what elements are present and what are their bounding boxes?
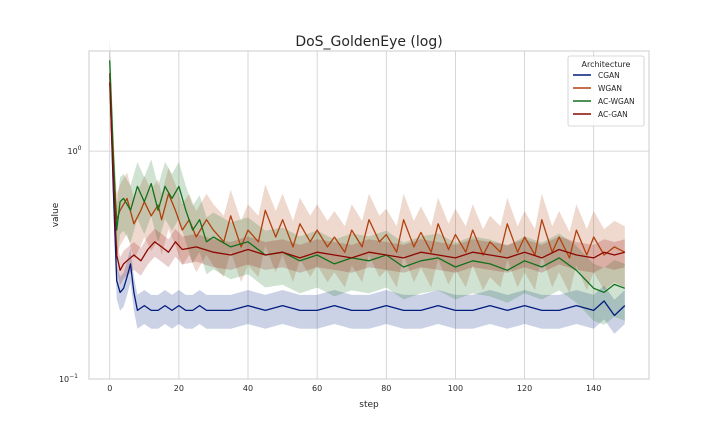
- plot-area: [89, 51, 649, 379]
- x-tick-label: 100: [448, 384, 463, 393]
- x-tick-label: 120: [517, 384, 532, 393]
- y-tick-labels: 10−1 100: [59, 145, 82, 384]
- x-tick-label: 0: [107, 384, 112, 393]
- y-axis-label: value: [51, 202, 61, 227]
- x-tick-label: 40: [243, 384, 253, 393]
- x-tick-label: 60: [312, 384, 322, 393]
- line-cgan: [109, 73, 626, 317]
- legend: Architecture CGAN WGAN AC-WGAN AC-GAN: [567, 55, 645, 127]
- x-tick-label: 20: [174, 384, 184, 393]
- legend-title: Architecture: [582, 60, 631, 69]
- y-tick-label: 100: [67, 145, 81, 156]
- plot-frame: [88, 50, 650, 380]
- x-tick-label: 140: [586, 384, 601, 393]
- legend-label: WGAN: [598, 84, 622, 93]
- legend-label: AC-GAN: [598, 110, 628, 119]
- x-tick-labels: 0 20 40 60 80 100 120 140: [107, 384, 601, 393]
- band-wgan: [109, 47, 625, 294]
- line-wgan: [109, 73, 626, 259]
- legend-box: [567, 55, 645, 127]
- y-tick-label: 10−1: [59, 373, 78, 384]
- line-ac-gan: [109, 82, 625, 271]
- chart-title: DoS_GoldenEye (log): [295, 34, 442, 50]
- x-axis-label: step: [359, 400, 379, 410]
- series-lines: [109, 60, 626, 317]
- legend-label: CGAN: [598, 71, 620, 80]
- band-ac-gan: [109, 69, 625, 286]
- x-tick-label: 80: [381, 384, 391, 393]
- legend-items: CGAN WGAN AC-WGAN AC-GAN: [573, 71, 635, 119]
- legend-label: AC-WGAN: [598, 97, 635, 106]
